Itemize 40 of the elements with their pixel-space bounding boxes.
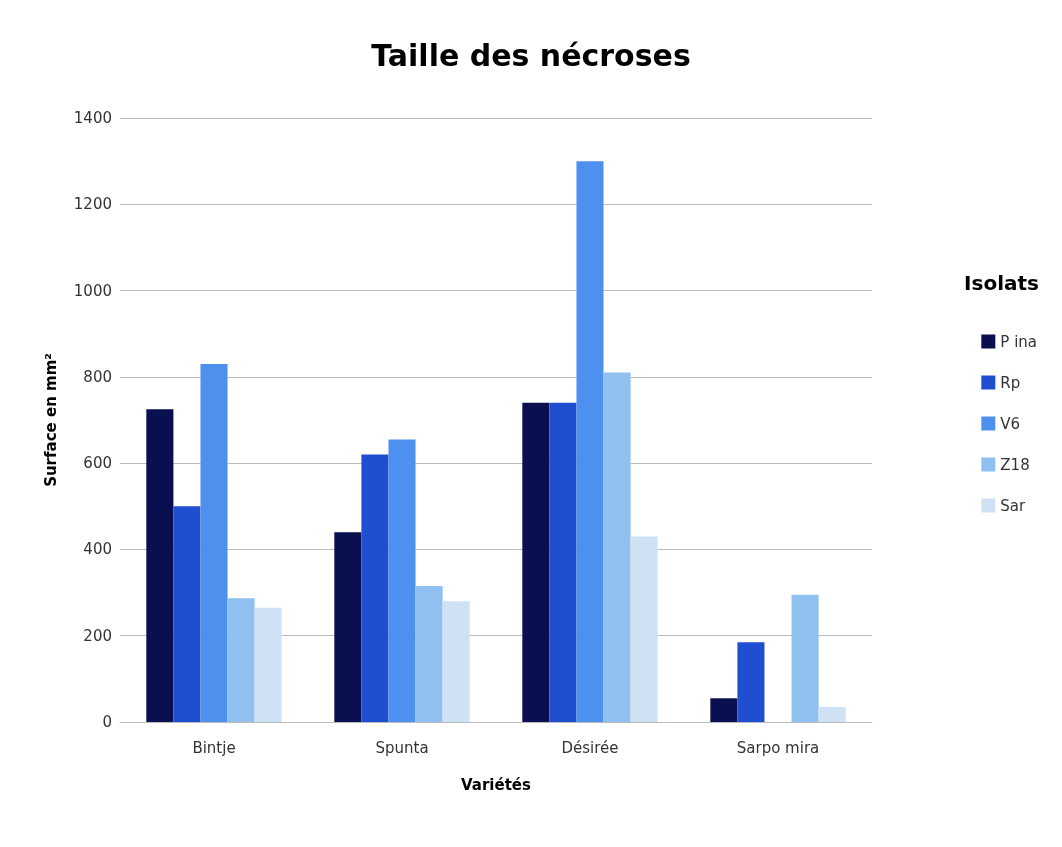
bar [200, 363, 228, 722]
bar [227, 598, 255, 722]
bar [388, 439, 416, 722]
bar [334, 532, 362, 722]
bar [254, 607, 282, 722]
y-tick-label: 1200 [73, 195, 112, 214]
x-tick-label: Sarpo mira [736, 738, 820, 757]
y-tick-label: 0 [102, 713, 112, 731]
legend-label: Rp [1000, 373, 1021, 392]
y-tick-label: 600 [83, 454, 112, 473]
bar [522, 402, 550, 722]
y-tick-label: 200 [83, 626, 112, 645]
x-axis-title: Variétés [461, 775, 532, 794]
bar [415, 586, 443, 722]
x-tick-label: Spunta [375, 738, 429, 757]
y-tick-label: 400 [83, 540, 112, 559]
legend-label: Sar [1000, 496, 1027, 515]
bar [361, 454, 389, 722]
legend-label: P ina [1000, 332, 1038, 351]
bar [576, 161, 604, 722]
y-tick-label: 1400 [73, 109, 112, 127]
x-tick-label: Désirée [561, 738, 619, 757]
bar [791, 594, 819, 722]
x-tick-label: Bintje [192, 738, 236, 757]
y-axis-title: Surface en mm² [41, 353, 60, 487]
legend-label: V6 [1000, 414, 1021, 433]
bar [146, 409, 174, 722]
y-tick-label: 1000 [73, 281, 112, 300]
y-tick-label: 800 [83, 367, 112, 386]
bar [442, 601, 470, 722]
bar [818, 706, 846, 722]
bar [737, 642, 765, 722]
bar [710, 698, 738, 722]
bar [549, 402, 577, 722]
legend-title: Isolats [964, 271, 1039, 295]
bar [630, 536, 658, 722]
chart-title: Taille des nécroses [371, 37, 691, 73]
bar [603, 372, 631, 722]
bar [173, 506, 201, 722]
legend-label: Z18 [1000, 455, 1030, 474]
